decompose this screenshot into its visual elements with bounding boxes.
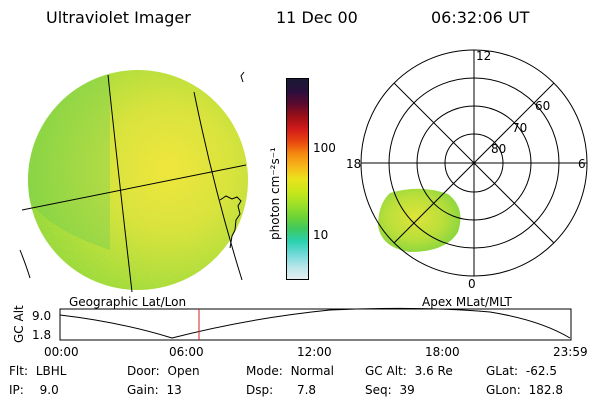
altitude-tick-low: 1.8	[32, 328, 52, 342]
info-glat: GLat: -62.5	[486, 364, 557, 378]
colorbar-tick-10: 10	[313, 228, 329, 242]
time-tick-1200: 12:00	[297, 345, 332, 359]
coastline-north	[240, 71, 245, 83]
info-gain: Gain: 13	[127, 383, 182, 397]
apex-caption: Apex MLat/MLT	[422, 295, 512, 309]
mlat-label-60: 60	[535, 99, 550, 113]
mlt-label-6: 6	[578, 157, 586, 171]
time-tick-0600: 06:00	[169, 345, 204, 359]
header-time: 06:32:06 UT	[431, 8, 530, 27]
lat-line	[21, 164, 247, 211]
colorbar-tick-100: 100	[313, 141, 336, 155]
colorbar	[286, 78, 309, 280]
info-door: Door: Open	[127, 364, 200, 378]
header-date: 11 Dec 00	[276, 8, 358, 27]
time-tick-0000: 00:00	[44, 345, 79, 359]
altitude-tick-high: 9.0	[32, 309, 52, 323]
mlat-label-70: 70	[512, 121, 527, 135]
time-tick-1800: 18:00	[425, 345, 460, 359]
info-ip: IP: 9.0	[9, 383, 59, 397]
info-glon: GLon: 182.8	[486, 383, 563, 397]
info-gc-alt: GC Alt: 3.6 Re	[365, 364, 453, 378]
lon-line-west	[107, 74, 133, 293]
time-tick-2359: 23:59	[553, 345, 588, 359]
mlt-label-18: 18	[346, 157, 361, 171]
mlat-label-80: 80	[491, 142, 506, 156]
geographic-caption: Geographic Lat/Lon	[69, 295, 187, 309]
mlt-label-12: 12	[476, 49, 491, 63]
auroral-oval	[378, 188, 461, 252]
coastline	[219, 195, 242, 249]
limb-arc	[19, 249, 31, 279]
info-flt: Flt: LBHL	[9, 364, 67, 378]
info-seq: Seq: 39	[365, 383, 415, 397]
instrument-title: Ultraviolet Imager	[46, 8, 191, 27]
lon-line-east	[193, 91, 243, 281]
mlt-label-0: 0	[468, 277, 476, 291]
info-dsp: Dsp: 7.8	[246, 383, 317, 397]
altitude-curve	[59, 307, 571, 339]
info-mode: Mode: Normal	[246, 364, 334, 378]
